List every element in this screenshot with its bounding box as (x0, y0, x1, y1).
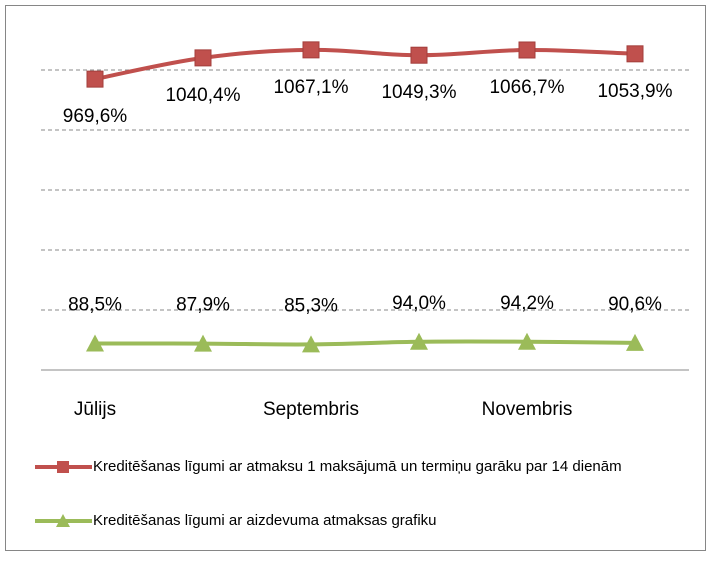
x-tick-label: Jūlijs (74, 399, 116, 420)
legend-label: Kreditēšanas līgumi ar aizdevuma atmaksa… (93, 512, 437, 529)
x-tick-label: Septembris (263, 399, 359, 420)
data-label: 85,3% (284, 295, 338, 316)
legend-label: Kreditēšanas līgumi ar atmaksu 1 maksāju… (93, 458, 622, 475)
marker (410, 46, 428, 64)
marker (302, 335, 320, 353)
marker (194, 334, 212, 352)
legend-entry: Kreditēšanas līgumi ar aizdevuma atmaksa… (93, 512, 437, 529)
marker (626, 45, 644, 63)
data-label: 88,5% (68, 294, 122, 315)
data-label: 94,2% (500, 293, 554, 314)
data-label: 90,6% (608, 294, 662, 315)
data-label: 1049,3% (381, 82, 456, 103)
data-label: 1066,7% (489, 77, 564, 98)
marker (626, 333, 644, 351)
marker (86, 334, 104, 352)
series-line (94, 47, 636, 82)
marker (518, 41, 536, 59)
marker (194, 49, 212, 67)
series-line (94, 339, 636, 347)
marker (86, 70, 104, 88)
data-label: 87,9% (176, 295, 230, 316)
marker (302, 41, 320, 59)
legend-entry: Kreditēšanas līgumi ar atmaksu 1 maksāju… (93, 458, 622, 475)
legend-marker (56, 514, 70, 527)
data-label: 1067,1% (273, 77, 348, 98)
data-label: 1040,4% (165, 85, 240, 106)
data-label: 969,6% (63, 106, 128, 127)
x-tick-label: Novembris (482, 399, 573, 420)
marker (518, 332, 536, 350)
marker (410, 332, 428, 350)
chart-border (5, 5, 706, 551)
data-label: 1053,9% (597, 81, 672, 102)
data-label: 94,0% (392, 293, 446, 314)
legend-marker (57, 461, 69, 473)
